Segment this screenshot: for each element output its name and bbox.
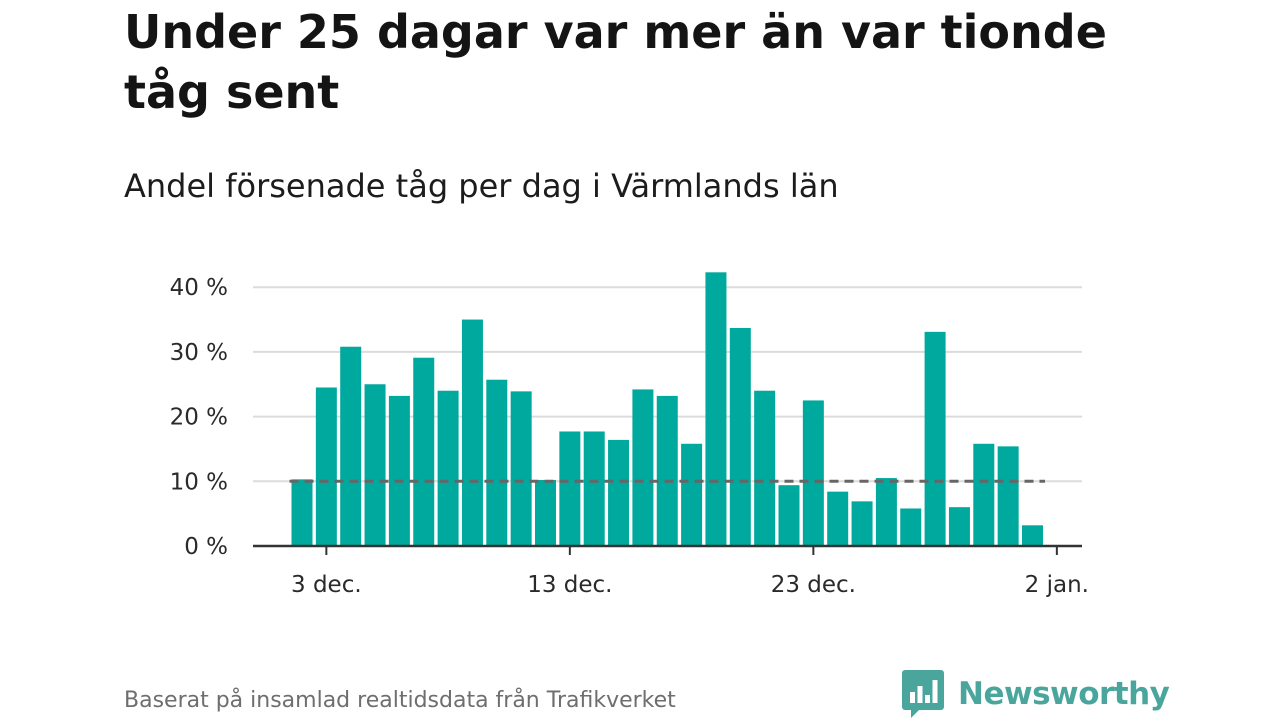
bar	[315, 387, 337, 546]
bar	[997, 446, 1019, 546]
bar	[340, 346, 362, 546]
bar	[900, 508, 922, 546]
bar	[851, 501, 873, 546]
bar	[486, 379, 508, 546]
bar	[948, 507, 970, 546]
bar	[754, 390, 776, 546]
bar	[802, 400, 824, 546]
source-note: Baserat på insamlad realtidsdata från Tr…	[124, 688, 676, 713]
bar	[559, 431, 581, 546]
x-tick-label: 3 dec.	[291, 572, 362, 598]
bar	[608, 439, 630, 546]
bar	[388, 395, 410, 546]
x-axis	[253, 544, 1082, 555]
chart-title: Under 25 dagar var mer än var tionde tåg…	[124, 5, 1107, 119]
y-tick-label: 0 %	[184, 534, 228, 560]
bar-chart: 0 % 10 % 20 % 30 % 40 % 3 dec. 13 dec. 23 dec.…	[170, 272, 1089, 598]
y-tick-label: 10 %	[170, 469, 228, 495]
bar	[461, 319, 483, 546]
x-tick-label: 23 dec.	[771, 572, 856, 598]
y-tick-label: 30 %	[170, 340, 228, 366]
bar	[827, 491, 849, 546]
bar	[1022, 525, 1043, 546]
bar	[510, 391, 532, 546]
bar	[632, 389, 654, 546]
bar	[413, 357, 435, 546]
bar	[729, 327, 751, 546]
bar	[364, 384, 386, 546]
y-tick-label: 40 %	[170, 275, 228, 301]
bar	[924, 331, 946, 546]
bar	[535, 480, 556, 546]
bar	[291, 479, 313, 546]
brand-logo: Newsworthy	[902, 670, 1170, 718]
bar	[583, 431, 605, 546]
chart-subtitle: Andel försenade tåg per dag i Värmlands …	[124, 167, 839, 205]
x-tick-label: 13 dec.	[527, 572, 612, 598]
bar	[778, 485, 800, 546]
y-tick-label: 20 %	[170, 405, 228, 431]
bar	[705, 272, 727, 546]
y-axis-tick-labels: 0 % 10 % 20 % 30 % 40 %	[170, 275, 228, 560]
bar	[656, 395, 678, 546]
bar	[681, 443, 703, 546]
bar	[437, 390, 459, 546]
brand-name: Newsworthy	[958, 676, 1170, 712]
bar	[875, 478, 897, 546]
bar	[973, 443, 995, 546]
x-tick-label: 2 jan.	[1025, 572, 1089, 598]
x-axis-tick-labels: 3 dec. 13 dec. 23 dec. 2 jan.	[291, 572, 1089, 598]
bar-chart-speech-bubble-icon	[902, 670, 944, 718]
bars	[291, 272, 1043, 546]
